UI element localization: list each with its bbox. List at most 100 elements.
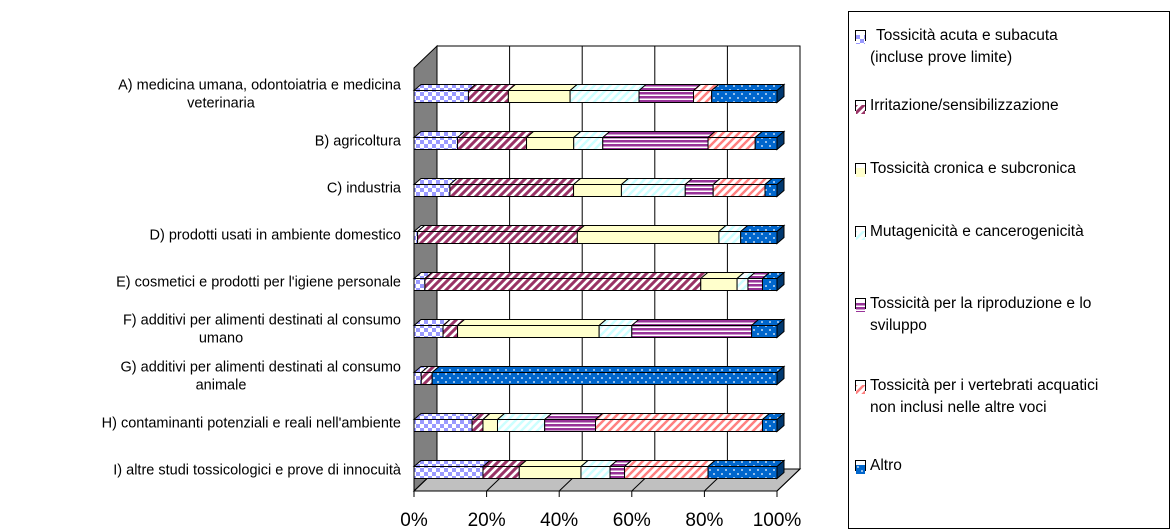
category-label: E) cosmetici e prodotti per l'igiene per…: [116, 275, 401, 291]
bar-segment: [413, 325, 444, 338]
legend-item: Altro: [855, 455, 902, 477]
bar-segment: [638, 90, 695, 103]
bar-segment-top: [637, 84, 702, 91]
bar-segment: [712, 184, 766, 197]
bar-segment-top: [623, 460, 717, 467]
bar-segment-top: [630, 319, 760, 326]
bar-segment: [764, 184, 778, 197]
bar-segment: [736, 278, 749, 291]
bar-segment-top: [575, 225, 728, 232]
x-tick-label: 0%: [400, 510, 428, 531]
bar-segment: [595, 419, 763, 432]
bar-segment: [413, 90, 469, 103]
bar-segment: [598, 325, 633, 338]
bar-segment-top: [706, 131, 764, 138]
bar-segment: [747, 278, 763, 291]
bar-segment: [413, 278, 426, 291]
bar-end-face: [776, 224, 785, 245]
legend-item: Mutagenicità e cancerogenicità: [855, 221, 1084, 243]
x-tick-label: 100%: [753, 510, 802, 531]
bar-segment: [449, 184, 575, 197]
bar-segment: [442, 325, 459, 338]
bar-group: [412, 83, 786, 104]
bar-segment: [711, 90, 778, 103]
bar-segment: [740, 231, 778, 244]
bar-segment: [631, 325, 753, 338]
bar-segment: [424, 278, 702, 291]
legend-label: Tossicità per i vertebrati acquatici non …: [870, 377, 1099, 416]
bar-segment-top: [430, 366, 786, 373]
bar-segment-top: [568, 84, 648, 91]
bar-segment: [467, 90, 509, 103]
legend-swatch: [855, 100, 866, 114]
bar-segment: [457, 137, 528, 150]
category-label: C) industria: [327, 181, 402, 197]
bar-segment: [573, 137, 604, 150]
bar-segment: [482, 419, 498, 432]
category-label: H) contaminanti potenziali e reali nell'…: [102, 416, 401, 432]
floor-grid-line: [776, 468, 801, 492]
bar-segment-top: [496, 413, 554, 420]
bar-group: [412, 271, 786, 292]
category-label: D) prodotti usati in ambiente domestico: [150, 228, 401, 244]
bar-segment-top: [620, 178, 694, 185]
bar-segment-top: [423, 272, 710, 279]
legend-label: Tossicità per la riproduzione e lo svilup…: [870, 295, 1092, 334]
bar-group: [412, 224, 786, 245]
category-label: A) medicina umana, odontoiatria e medici…: [118, 78, 402, 112]
bar-end-face: [776, 318, 785, 339]
legend-item: Tossicità acuta e subacuta (incluse prove…: [855, 25, 1058, 69]
legend-item: Tossicità per i vertebrati acquatici non …: [855, 375, 1098, 419]
bar-segment: [580, 466, 611, 479]
bar-end-face: [776, 83, 785, 104]
back-wall: [436, 45, 801, 470]
bar-segment: [413, 184, 451, 197]
legend: Tossicità acuta e subacuta (incluse prove…: [848, 11, 1170, 529]
bar-segment: [507, 90, 571, 103]
bar-segment: [413, 231, 419, 244]
bar-segment: [417, 231, 578, 244]
bar-group: [412, 177, 786, 198]
bar-segment-top: [594, 413, 771, 420]
legend-label: Tossicità acuta e subacuta (incluse prove…: [870, 27, 1058, 66]
bar-end-face: [776, 271, 785, 292]
bar-segment: [624, 466, 709, 479]
bar-end-face: [776, 459, 785, 480]
bar-segment: [482, 466, 520, 479]
bar-segment-top: [412, 84, 477, 91]
bar-group: [412, 459, 786, 480]
bar-segment: [413, 419, 473, 432]
x-tick-label: 60%: [613, 510, 651, 531]
bar-end-face: [776, 412, 785, 433]
legend-swatch: [855, 226, 866, 240]
bar-segment: [496, 419, 546, 432]
bar-segment-top: [467, 84, 517, 91]
chart: A) medicina umana, odontoiatria e medici…: [102, 44, 802, 531]
bar-segment-top: [601, 131, 717, 138]
bar-segment-top: [456, 131, 535, 138]
bar-segment: [544, 419, 596, 432]
bar-segment: [576, 231, 720, 244]
bar-segment: [700, 278, 738, 291]
bar-segment: [526, 137, 575, 150]
legend-label: Tossicità cronica e subcronica: [870, 160, 1076, 177]
category-label: G) additivi per alimenti destinati al co…: [121, 360, 401, 394]
bar-segment-top: [543, 413, 604, 420]
bar-segment: [431, 372, 778, 385]
bar-segment-top: [706, 460, 786, 467]
legend-swatch: [855, 460, 866, 474]
legend-label: Irritazione/sensibilizzazione: [870, 97, 1059, 114]
bar-group: [412, 365, 786, 386]
category-label: I) altre studi tossicologici e prove di …: [113, 463, 402, 479]
bar-segment-top: [412, 460, 492, 467]
bar-segment: [573, 184, 622, 197]
bar-group: [412, 412, 786, 433]
bar-segment-top: [416, 225, 586, 232]
bar-segment-top: [507, 84, 579, 91]
legend-item: Tossicità per la riproduzione e lo svilup…: [855, 293, 1091, 337]
bar-segment: [707, 466, 778, 479]
bar-segment-top: [710, 84, 786, 91]
bar-segment: [602, 137, 709, 150]
bar-segment: [471, 419, 484, 432]
bar-segment: [684, 184, 714, 197]
